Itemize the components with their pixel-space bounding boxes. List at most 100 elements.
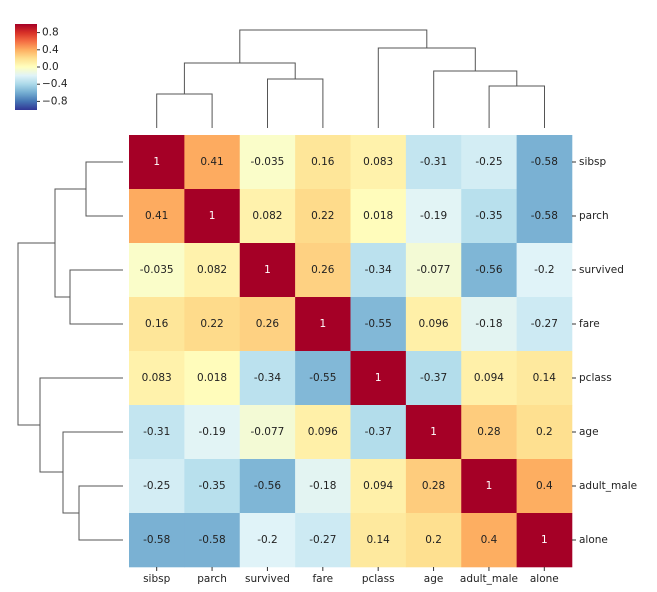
dendrogram-link <box>239 29 428 63</box>
heatmap-cell <box>129 297 185 352</box>
cell-label: -0.2 <box>534 264 555 276</box>
dendrogram-link <box>433 70 518 128</box>
cell-label: -0.37 <box>365 426 392 438</box>
heatmap-cell <box>239 513 296 568</box>
y-tick-label: alone <box>579 534 608 546</box>
heatmap-cell <box>405 297 462 352</box>
heatmap-cell <box>295 405 351 460</box>
heatmap-cell <box>461 297 517 352</box>
x-tick-label: age <box>424 573 444 585</box>
heatmap-cell <box>295 351 351 406</box>
cell-label: -0.58 <box>198 534 225 546</box>
heatmap-cell <box>405 513 462 568</box>
dendrogram-link <box>267 78 324 128</box>
cell-label: 0.41 <box>145 210 168 222</box>
colorbar-tick-label: −0.8 <box>42 95 68 107</box>
cell-label: 0.018 <box>363 210 393 222</box>
cell-label: 0.22 <box>200 318 223 330</box>
heatmap-cell <box>350 513 407 568</box>
heatmap-cell <box>295 189 351 244</box>
cell-label: -0.19 <box>198 426 225 438</box>
dendrogram-link <box>39 377 123 473</box>
heatmap-cell <box>295 459 351 514</box>
cell-label: -0.35 <box>475 210 502 222</box>
cell-label: -0.2 <box>257 534 278 546</box>
y-tick-label: pclass <box>579 372 612 384</box>
cell-label: -0.56 <box>475 264 502 276</box>
heatmap-cell <box>350 459 407 514</box>
heatmap-cell <box>405 351 462 406</box>
cell-label: -0.55 <box>309 372 336 384</box>
colorbar-tick-label: 0.0 <box>42 61 59 73</box>
x-tick-label: adult_male <box>460 573 518 585</box>
cell-label: 0.14 <box>533 372 557 384</box>
cell-label: -0.25 <box>143 480 170 492</box>
cell-label: 1 <box>319 318 326 330</box>
heatmap-cell <box>184 513 241 568</box>
heatmap-cell <box>184 189 241 244</box>
heatmap-cell <box>350 351 407 406</box>
dendrogram-link <box>78 485 123 541</box>
cell-label: 0.22 <box>311 210 334 222</box>
cell-label: 1 <box>209 210 216 222</box>
cell-label: 0.094 <box>474 372 504 384</box>
y-tick-label: fare <box>579 318 600 330</box>
cell-label: -0.27 <box>531 318 558 330</box>
heatmap-cell <box>516 405 573 460</box>
heatmap-cell <box>461 351 517 406</box>
dendrogram-link <box>488 85 545 128</box>
dendrogram-link <box>85 161 123 217</box>
cell-label: -0.25 <box>475 156 502 168</box>
heatmap-cell <box>239 243 296 298</box>
y-tick-label: adult_male <box>579 480 637 492</box>
cell-label: 0.083 <box>142 372 172 384</box>
colorbar <box>15 24 37 110</box>
cell-label: -0.56 <box>254 480 281 492</box>
cell-label: -0.37 <box>420 372 447 384</box>
heatmap-cell <box>239 459 296 514</box>
x-tick-label: alone <box>530 573 559 585</box>
cell-label: 0.2 <box>425 534 442 546</box>
cell-label: -0.035 <box>140 264 174 276</box>
x-tick-label: survived <box>245 573 290 585</box>
heatmap-cell <box>516 189 573 244</box>
cell-label: 0.082 <box>197 264 227 276</box>
heatmap-cell <box>129 459 185 514</box>
cell-label: -0.18 <box>475 318 502 330</box>
cell-label: 1 <box>153 156 160 168</box>
heatmap-cell <box>405 243 462 298</box>
cell-label: -0.58 <box>531 210 558 222</box>
heatmap-cell <box>516 135 573 190</box>
heatmap-cell <box>405 459 462 514</box>
x-tick-label: sibsp <box>143 573 171 585</box>
cell-label: -0.19 <box>420 210 447 222</box>
cell-label: -0.34 <box>254 372 281 384</box>
cell-label: -0.55 <box>365 318 392 330</box>
cell-label: -0.58 <box>143 534 170 546</box>
heatmap-cell <box>405 405 462 460</box>
heatmap-cell <box>239 405 296 460</box>
cell-label: -0.077 <box>251 426 285 438</box>
cell-label: 0.094 <box>363 480 393 492</box>
cell-label: 1 <box>264 264 271 276</box>
cell-label: 0.096 <box>308 426 338 438</box>
heatmap-cell <box>350 297 407 352</box>
x-tick-label: pclass <box>362 573 395 585</box>
heatmap-cell <box>239 189 296 244</box>
cell-label: -0.077 <box>417 264 451 276</box>
cell-label: -0.31 <box>143 426 170 438</box>
heatmap-cell <box>239 297 296 352</box>
heatmap-cell <box>184 459 241 514</box>
heatmap-cell <box>129 351 185 406</box>
heatmap-cell <box>295 135 351 190</box>
heatmap-cell <box>295 297 351 352</box>
y-tick-label: age <box>579 426 599 438</box>
colorbar-tick-label: −0.4 <box>42 78 68 90</box>
cell-label: 0.14 <box>366 534 390 546</box>
cell-label: 0.28 <box>477 426 500 438</box>
cell-label: -0.58 <box>531 156 558 168</box>
cell-label: -0.31 <box>420 156 447 168</box>
heatmap-cell <box>516 351 573 406</box>
cell-label: 0.083 <box>363 156 393 168</box>
